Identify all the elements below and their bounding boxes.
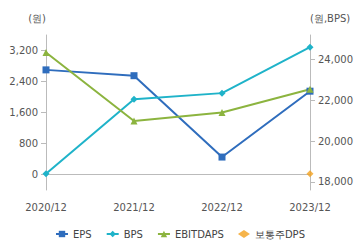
svg-text:1,600: 1,600	[9, 107, 38, 118]
svg-text:2020/12: 2020/12	[25, 202, 67, 213]
svg-text:보통주DPS: 보통주DPS	[255, 229, 305, 240]
svg-text:24,000: 24,000	[318, 54, 353, 65]
svg-text:2023/12: 2023/12	[289, 202, 331, 213]
svg-text:0: 0	[32, 169, 38, 180]
svg-text:EBITDAPS: EBITDAPS	[175, 229, 224, 240]
svg-text:22,000: 22,000	[318, 95, 353, 106]
svg-text:(원,BPS): (원,BPS)	[310, 13, 350, 24]
svg-text:BPS: BPS	[124, 229, 143, 240]
svg-text:2022/12: 2022/12	[201, 202, 243, 213]
svg-text:800: 800	[19, 138, 38, 149]
svg-text:EPS: EPS	[73, 229, 92, 240]
svg-text:3,200: 3,200	[9, 45, 38, 56]
svg-text:20,000: 20,000	[318, 136, 353, 147]
svg-text:(원): (원)	[28, 13, 46, 24]
svg-text:2,400: 2,400	[9, 76, 38, 87]
svg-text:18,000: 18,000	[318, 176, 353, 187]
svg-text:2021/12: 2021/12	[113, 202, 155, 213]
